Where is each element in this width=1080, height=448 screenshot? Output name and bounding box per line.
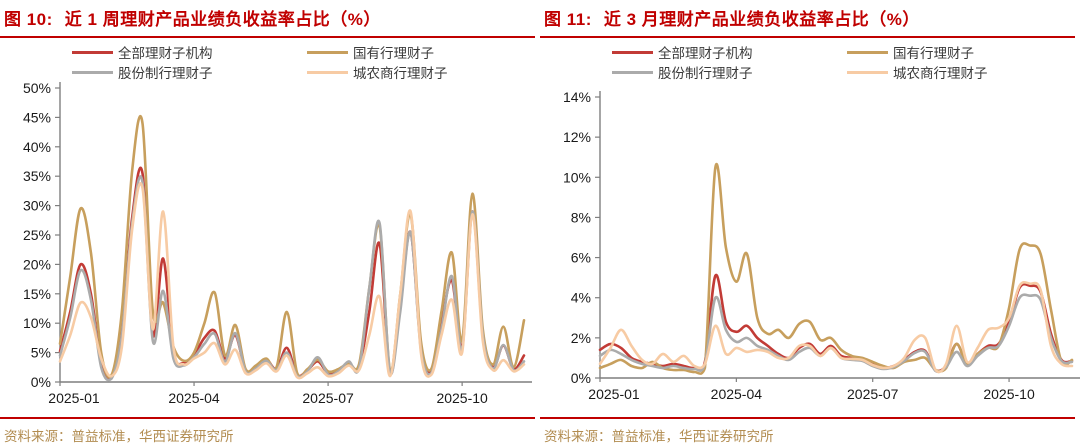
title-rule bbox=[0, 36, 535, 38]
y-tick-label: 45% bbox=[23, 109, 51, 125]
legend-item: 全部理财子机构 bbox=[612, 44, 753, 61]
y-tick-label: 12% bbox=[563, 129, 591, 145]
x-tick-label: 2025-01 bbox=[588, 386, 640, 402]
legend-line-swatch bbox=[72, 70, 113, 74]
source-note: 资料来源：普益标准，华西证券研究所 bbox=[4, 429, 234, 444]
figure-title: 图 10: 近 1 周理财产品业绩负收益率占比（%） bbox=[4, 5, 381, 30]
y-tick-label: 8% bbox=[571, 209, 591, 225]
x-tick-label: 2025-10 bbox=[436, 390, 488, 406]
legend-line-swatch bbox=[847, 50, 888, 54]
legend-line-swatch bbox=[847, 70, 888, 74]
y-tick-label: 0% bbox=[31, 374, 51, 390]
series-line-城农商行理财子 bbox=[598, 281, 1074, 374]
y-tick-label: 4% bbox=[571, 290, 591, 306]
figure-label: 图 10: bbox=[4, 10, 53, 29]
series-line-国有行理财子 bbox=[598, 162, 1074, 375]
series-line-股份制行理财子 bbox=[598, 293, 1074, 374]
legend-label: 股份制行理财子 bbox=[118, 66, 213, 81]
y-tick-label: 0% bbox=[571, 370, 591, 386]
chart-legend: 全部理财子机构 国有行理财子股份制行理财子 城农商行理财子 bbox=[540, 0, 1080, 85]
y-tick-label: 20% bbox=[23, 256, 51, 272]
legend-label: 城农商行理财子 bbox=[893, 66, 988, 81]
legend-label: 全部理财子机构 bbox=[658, 46, 753, 61]
legend-item: 国有行理财子 bbox=[847, 44, 974, 61]
legend-line-swatch bbox=[307, 70, 348, 74]
x-tick-label: 2025-07 bbox=[302, 390, 354, 406]
y-tick-label: 6% bbox=[571, 250, 591, 266]
figure-title: 图 11: 近 3 月理财产品业绩负收益率占比（%） bbox=[544, 5, 920, 30]
x-tick-label: 2025-07 bbox=[847, 386, 899, 402]
legend-label: 城农商行理财子 bbox=[353, 66, 448, 81]
y-tick-label: 14% bbox=[563, 89, 591, 105]
x-tick-label: 2025-04 bbox=[711, 386, 763, 402]
figure-label: 图 11: bbox=[544, 10, 592, 29]
y-tick-label: 5% bbox=[31, 345, 51, 361]
source-rule bbox=[0, 417, 535, 419]
series-line-国有行理财子 bbox=[58, 114, 526, 379]
title-rule bbox=[540, 36, 1075, 38]
figure-panel-left: 图 10: 近 1 周理财产品业绩负收益率占比（%） 全部理财子机构 国有行理财子股… bbox=[0, 0, 540, 444]
y-tick-label: 10% bbox=[563, 169, 591, 185]
legend-label: 全部理财子机构 bbox=[118, 46, 213, 61]
figure-title-text: 近 1 周理财产品业绩负收益率占比（%） bbox=[64, 10, 381, 29]
x-tick-label: 2025-01 bbox=[48, 390, 100, 406]
figure-panel-right: 图 11: 近 3 月理财产品业绩负收益率占比（%） 全部理财子机构 国有行理财子股… bbox=[540, 0, 1080, 448]
source-rule bbox=[540, 417, 1075, 419]
source-note: 资料来源：普益标准，华西证券研究所 bbox=[544, 429, 774, 444]
figure-title-text: 近 3 月理财产品业绩负收益率占比（%） bbox=[603, 10, 920, 29]
x-tick-label: 2025-10 bbox=[983, 386, 1035, 402]
legend-line-swatch bbox=[72, 50, 113, 54]
series-line-股份制行理财子 bbox=[58, 175, 526, 382]
legend-item: 全部理财子机构 bbox=[72, 44, 213, 61]
legend-item: 城农商行理财子 bbox=[307, 64, 448, 81]
series-line-城农商行理财子 bbox=[58, 182, 526, 380]
legend-item: 股份制行理财子 bbox=[612, 64, 753, 81]
y-tick-label: 15% bbox=[23, 286, 51, 302]
legend-label: 国有行理财子 bbox=[353, 46, 434, 61]
legend-line-swatch bbox=[307, 50, 348, 54]
series-line-全部理财子机构 bbox=[598, 273, 1074, 373]
y-tick-label: 2% bbox=[571, 330, 591, 346]
legend-line-swatch bbox=[612, 50, 653, 54]
legend-line-swatch bbox=[612, 70, 653, 74]
y-tick-label: 25% bbox=[23, 227, 51, 243]
x-tick-label: 2025-04 bbox=[168, 390, 220, 406]
y-tick-label: 40% bbox=[23, 139, 51, 155]
y-tick-label: 30% bbox=[23, 198, 51, 214]
legend-label: 股份制行理财子 bbox=[658, 66, 753, 81]
series-line-全部理财子机构 bbox=[58, 166, 526, 381]
legend-label: 国有行理财子 bbox=[893, 46, 974, 61]
y-tick-label: 35% bbox=[23, 168, 51, 184]
legend-item: 国有行理财子 bbox=[307, 44, 434, 61]
chart-legend: 全部理财子机构 国有行理财子股份制行理财子 城农商行理财子 bbox=[0, 0, 540, 85]
legend-item: 股份制行理财子 bbox=[72, 64, 213, 81]
y-tick-label: 10% bbox=[23, 315, 51, 331]
legend-item: 城农商行理财子 bbox=[847, 64, 988, 81]
